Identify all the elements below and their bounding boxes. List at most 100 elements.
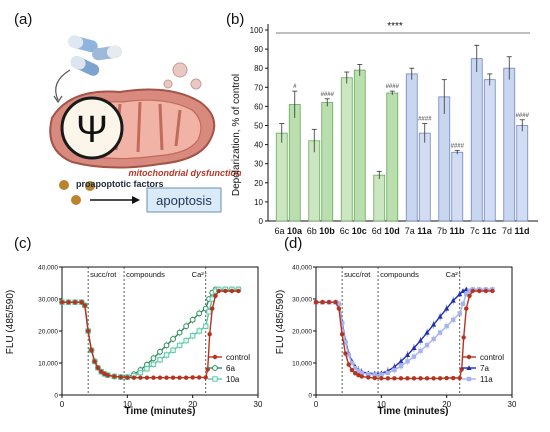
series-line-11a — [316, 288, 493, 376]
point-11a — [444, 324, 449, 329]
panel-a-illustration: Ψ mitochondrial dysfunction proapoptotic… — [49, 35, 242, 213]
point-10a — [203, 323, 209, 329]
legend-marker — [466, 365, 472, 370]
bar — [353, 69, 366, 222]
point-6a — [150, 355, 157, 362]
point-control — [66, 300, 71, 305]
event-label: compounds — [380, 270, 419, 279]
point-control — [411, 376, 417, 381]
bar-y-tick-label: 80 — [254, 64, 263, 73]
point-control — [203, 375, 208, 380]
legend-label: 7a — [480, 364, 489, 373]
point-7a — [411, 345, 417, 350]
point-11a — [451, 317, 456, 322]
point-control — [151, 375, 156, 380]
y-tick-label: 30,000 — [292, 297, 312, 304]
point-control — [461, 335, 466, 340]
point-control — [131, 375, 137, 380]
x-tick-label: 20 — [188, 400, 197, 409]
point-6a — [196, 310, 203, 317]
significance-mark: #### — [386, 84, 400, 90]
point-11a — [372, 372, 377, 377]
label-a: 7a — [405, 226, 418, 236]
proapoptotic-label: proapoptotic factors — [76, 179, 164, 189]
x-tick-label: 30 — [254, 400, 263, 409]
event-label: succ/rot — [344, 270, 371, 279]
event-label: Ca²⁺ — [446, 270, 462, 279]
point-control — [157, 375, 163, 380]
x-tick-label: 10 — [377, 400, 386, 409]
point-control — [467, 293, 472, 298]
point-10a — [137, 369, 144, 376]
point-7a — [444, 305, 450, 311]
bar-chart: 0 10 20 30 40 50 60 70 80 90 100 #6a 10a #### 6b 10b… — [231, 21, 538, 236]
point-control — [490, 288, 495, 294]
point-control — [339, 332, 345, 337]
point-11a — [398, 364, 404, 369]
point-control — [72, 300, 78, 305]
point-control — [470, 288, 475, 294]
point-11a — [467, 288, 472, 294]
apoptosis-box — [146, 187, 222, 213]
point-7a — [457, 291, 463, 297]
point-control — [213, 293, 218, 298]
y-tick-label: 20,000 — [292, 329, 312, 336]
legend-marker — [212, 365, 218, 371]
legend-label: 10a — [226, 375, 240, 384]
apoptosis-label: apoptosis — [156, 193, 212, 208]
point-control — [346, 362, 351, 367]
label-a: 7d — [502, 226, 515, 236]
label-b: 10a — [287, 226, 303, 236]
label-b: 11b — [450, 226, 466, 236]
label-b: 11d — [515, 226, 530, 236]
point-11a — [339, 320, 345, 326]
bar-category-label: 6b 10b — [307, 226, 336, 236]
y-tick-label: 20,000 — [38, 329, 58, 336]
bar-category-label: 6a 10a — [274, 226, 303, 236]
bar-y-tick-label: 90 — [254, 45, 263, 54]
point-control — [229, 288, 235, 294]
point-control — [366, 375, 371, 380]
point-11a — [464, 292, 469, 297]
point-control — [210, 306, 215, 311]
bar — [275, 132, 288, 222]
point-control — [379, 376, 384, 381]
point-control — [326, 300, 332, 305]
point-control — [398, 376, 404, 381]
bar-y-tick-label: 60 — [254, 102, 263, 111]
point-10a — [183, 337, 189, 344]
bar — [418, 132, 431, 222]
bar-y-tick-label: 50 — [254, 122, 263, 131]
bar-y-tick-label: 70 — [254, 83, 263, 92]
point-control — [125, 375, 130, 380]
point-control — [477, 288, 482, 294]
point-control — [183, 375, 189, 380]
factor-dot — [85, 181, 95, 191]
mito-dysfunction-label: mitochondrial dysfunction — [128, 168, 242, 178]
panel-label-b: (b) — [226, 11, 244, 28]
point-control — [418, 376, 423, 381]
point-11a — [343, 340, 348, 345]
point-control — [405, 376, 410, 381]
point-control — [190, 375, 195, 380]
point-11a — [411, 354, 417, 359]
bar-category-label: 6d 10d — [372, 226, 400, 236]
label-a: 7b — [437, 226, 450, 236]
bar-category-label: 7a 11a — [405, 226, 433, 236]
point-control — [349, 367, 355, 373]
line-chart-c: 0 10,000 20,000 30,000 40,000 0 10 20 30 succ/rot… — [5, 265, 263, 418]
significance-mark: # — [293, 84, 297, 90]
x-tick-label: 0 — [60, 400, 65, 409]
point-11a — [379, 372, 384, 377]
point-6a — [189, 316, 196, 323]
point-6a — [163, 342, 170, 349]
bar — [340, 77, 353, 222]
point-control — [236, 288, 241, 294]
point-control — [89, 348, 94, 353]
point-control — [372, 375, 377, 381]
point-control — [353, 371, 358, 376]
x-tick-label: 30 — [508, 400, 517, 409]
point-11a — [431, 336, 436, 342]
label-a: 6a — [274, 226, 287, 236]
point-control — [82, 303, 88, 308]
